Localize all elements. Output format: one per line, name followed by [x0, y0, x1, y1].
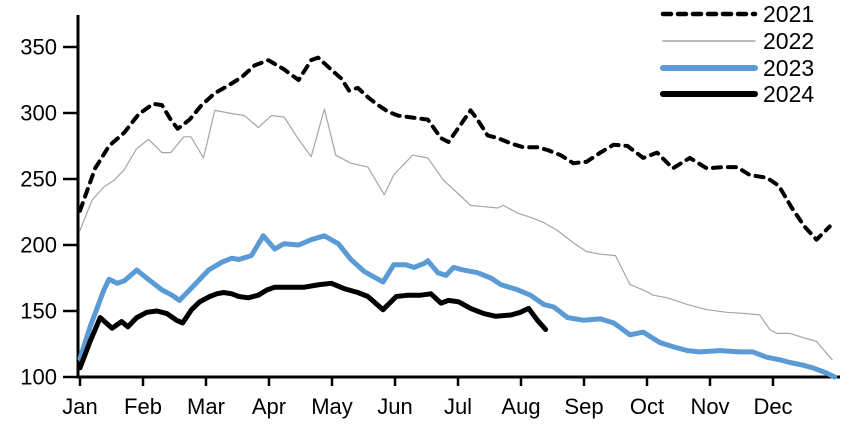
y-tick-label: 300	[20, 101, 57, 126]
x-tick-label-apr: Apr	[252, 394, 286, 419]
x-tick-label-dec: Dec	[753, 394, 792, 419]
line-2023	[77, 233, 838, 380]
x-tick-label-jan: Jan	[62, 394, 97, 419]
x-tick-label-feb: Feb	[124, 394, 162, 419]
line-2021	[78, 55, 832, 242]
y-tick-label: 150	[20, 299, 57, 324]
y-tick-label: 100	[20, 365, 57, 390]
legend-label-2022: 2022	[763, 28, 814, 54]
x-tick-label-jun: Jun	[377, 394, 412, 419]
line-2024	[77, 280, 549, 371]
x-tick-label-jul: Jul	[444, 394, 472, 419]
x-tick-label-oct: Oct	[630, 394, 664, 419]
x-tick-label-aug: Aug	[501, 394, 540, 419]
y-tick-label: 250	[20, 167, 57, 192]
y-tick-label: 350	[20, 35, 57, 60]
x-tick-label-may: May	[311, 394, 353, 419]
line-2022	[79, 108, 833, 361]
legend-label-2024: 2024	[763, 81, 814, 107]
x-tick-label-sep: Sep	[564, 394, 603, 419]
legend-label-2021: 2021	[763, 1, 814, 27]
y-tick-label: 200	[20, 233, 57, 258]
legend-label-2023: 2023	[763, 55, 814, 81]
x-tick-label-mar: Mar	[187, 394, 225, 419]
x-tick-label-nov: Nov	[690, 394, 729, 419]
